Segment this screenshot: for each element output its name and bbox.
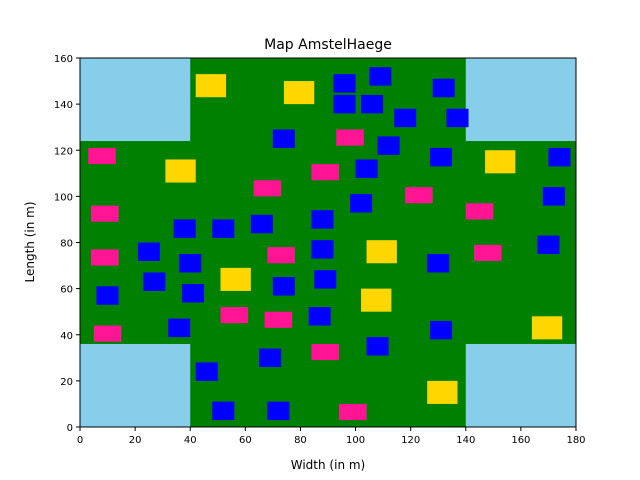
x-tick-label: 0	[77, 435, 83, 446]
house-blue	[267, 401, 290, 421]
house-pink	[264, 311, 293, 328]
house-blue	[333, 74, 356, 93]
house-pink	[474, 244, 502, 261]
house-blue	[355, 159, 378, 178]
y-tick-label: 100	[54, 192, 73, 203]
x-tick-label: 140	[456, 435, 475, 446]
house-pink	[465, 203, 494, 220]
house-blue	[250, 214, 273, 234]
y-tick-label: 160	[54, 54, 73, 65]
y-tick-label: 0	[67, 423, 73, 434]
house-blue	[272, 277, 295, 296]
x-tick-label: 180	[566, 435, 585, 446]
y-tick-label: 20	[60, 377, 73, 388]
axes: 0 20 40 60 80 100 120 140 160 180 0 20 40 60 80 100 120 1…	[54, 54, 586, 446]
y-tick-label: 140	[54, 100, 73, 111]
house-blue	[314, 270, 337, 289]
house-pink	[405, 187, 433, 204]
house-blue	[212, 401, 235, 421]
house-blue	[181, 284, 204, 303]
house-yellow	[165, 159, 196, 183]
water-area	[465, 343, 576, 427]
house-blue	[361, 94, 384, 114]
x-axis-label: Width (in m)	[291, 458, 365, 472]
house-yellow	[283, 81, 315, 105]
house-blue	[350, 194, 373, 213]
house-yellow	[220, 267, 251, 291]
house-pink	[253, 180, 282, 197]
house-pink	[220, 307, 249, 324]
y-tick-label: 40	[60, 331, 73, 342]
house-pink	[311, 343, 340, 361]
house-blue	[377, 136, 400, 155]
house-blue	[272, 129, 295, 148]
house-blue	[429, 147, 452, 167]
house-yellow	[361, 288, 392, 312]
x-tick-label: 80	[294, 435, 307, 446]
x-tick-label: 160	[511, 435, 530, 446]
house-yellow	[531, 316, 563, 340]
house-blue	[179, 254, 202, 273]
house-blue	[212, 219, 235, 238]
house-yellow	[195, 74, 227, 98]
house-blue	[137, 242, 160, 261]
plot-area	[80, 58, 576, 427]
x-tick-label: 120	[401, 435, 420, 446]
house-blue	[143, 272, 166, 291]
house-blue	[542, 187, 565, 206]
y-tick-label: 120	[54, 146, 73, 157]
x-tick-label: 60	[239, 435, 252, 446]
house-blue	[366, 337, 389, 356]
x-tick-label: 100	[346, 435, 365, 446]
house-blue	[429, 320, 452, 340]
house-blue	[548, 147, 571, 167]
house-yellow	[485, 150, 516, 174]
house-yellow	[366, 240, 397, 264]
house-blue	[311, 210, 334, 229]
chart-title: Map AmstelHaege	[264, 37, 392, 53]
x-tick-label: 40	[184, 435, 197, 446]
house-pink	[311, 164, 340, 181]
water-area	[465, 58, 576, 142]
house-yellow	[427, 380, 458, 404]
house-pink	[91, 205, 119, 222]
house-pink	[339, 403, 367, 421]
house-blue	[173, 219, 196, 238]
house-pink	[88, 147, 116, 165]
house-blue	[537, 235, 560, 255]
house-blue	[96, 286, 119, 305]
house-blue	[308, 307, 331, 326]
house-blue	[195, 362, 218, 381]
house-blue	[259, 348, 282, 368]
house-blue	[394, 108, 417, 128]
house-blue	[168, 318, 191, 338]
y-axis-label: Length (in m)	[23, 201, 37, 282]
water-area	[80, 58, 191, 142]
house-pink	[93, 325, 122, 342]
x-tick-label: 20	[129, 435, 142, 446]
y-tick-label: 60	[60, 285, 73, 296]
house-pink	[336, 129, 364, 146]
house-pink	[91, 249, 119, 266]
house-blue	[446, 108, 469, 128]
house-blue	[369, 67, 392, 86]
house-pink	[267, 247, 295, 264]
y-tick-label: 80	[60, 239, 73, 250]
water-area	[80, 343, 191, 427]
house-blue	[311, 240, 334, 259]
house-blue	[333, 94, 356, 114]
house-blue	[432, 78, 455, 98]
house-blue	[427, 254, 450, 273]
